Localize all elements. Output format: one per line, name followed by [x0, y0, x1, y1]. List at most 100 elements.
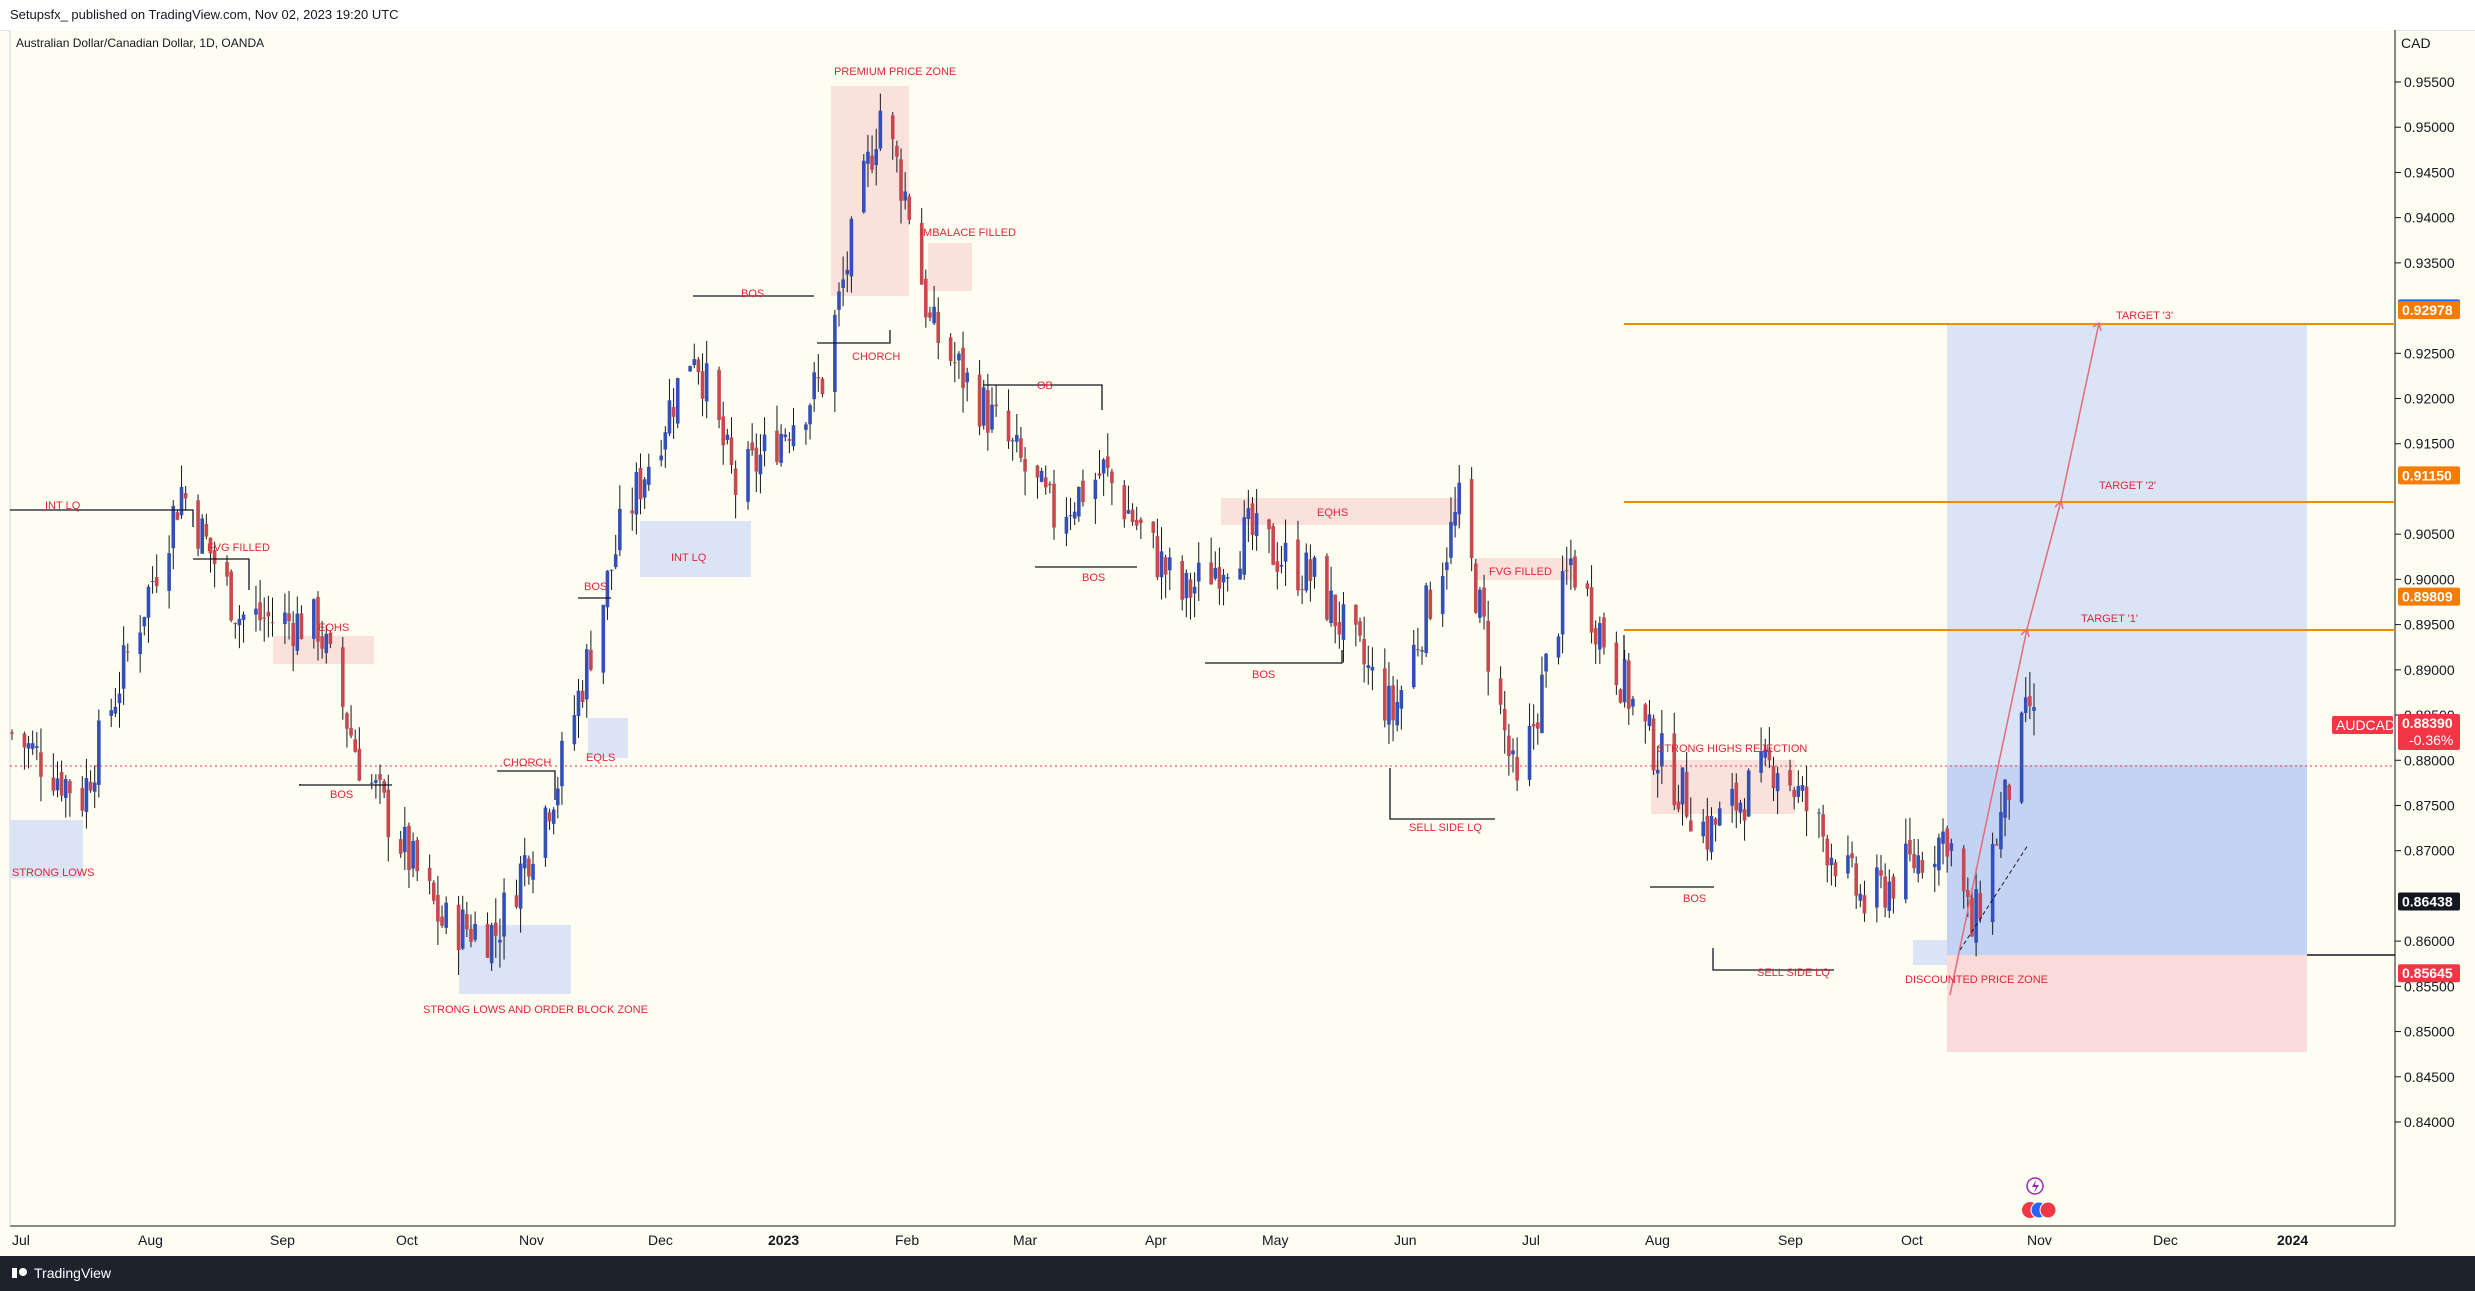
candle-body: [1052, 483, 1056, 528]
current-price-tag: [2398, 713, 2460, 750]
candle-body: [1573, 556, 1577, 588]
candle-body: [320, 636, 324, 649]
flag-icon-3[interactable]: [2039, 1201, 2057, 1219]
x-tick-label: Dec: [648, 1232, 673, 1248]
price-axis[interactable]: 0.95500 0.95000 0.94500 0.94000 0.93500 0.925…: [2395, 74, 2455, 1130]
candle-body: [1937, 837, 1941, 871]
candle-body: [1473, 563, 1478, 613]
candle-body: [1395, 702, 1400, 726]
event-icons[interactable]: [2022, 1177, 2057, 1219]
publisher-text: Setupsfx_ published on TradingView.com, …: [10, 7, 399, 22]
candle-body: [1267, 519, 1271, 530]
candle-body: [146, 586, 151, 618]
candle-body: [994, 404, 998, 407]
currency-label: CAD: [2401, 35, 2431, 51]
candle-body: [1428, 589, 1433, 619]
candle-body: [1846, 855, 1850, 874]
candle-body: [1672, 733, 1677, 806]
candle-body: [80, 788, 85, 811]
candle-body: [258, 602, 262, 621]
candle-body: [1184, 572, 1189, 599]
candle-body: [1225, 577, 1230, 579]
label-discounted-zone: DISCOUNTED PRICE ZONE: [1905, 974, 2048, 986]
candle-body: [1329, 590, 1333, 623]
candle-body: [502, 892, 506, 937]
candle-body: [121, 645, 126, 689]
candle-body: [1598, 623, 1602, 650]
candle-body: [556, 788, 560, 806]
candle-body: [783, 434, 788, 438]
candle-body: [229, 571, 233, 621]
price-tag-text: 0.92978: [2402, 302, 2453, 318]
candle-body: [717, 369, 721, 420]
candle-body: [204, 524, 209, 537]
candle-body: [1974, 889, 1978, 943]
candle-body: [1908, 839, 1912, 855]
tradingview-brand[interactable]: TradingView: [12, 1265, 111, 1281]
candle-body: [833, 314, 837, 393]
candle-body: [589, 649, 593, 670]
x-tick-label: Apr: [1145, 1232, 1167, 1248]
sell-side-line-2: [1712, 948, 1834, 971]
candle-body: [1701, 821, 1706, 837]
candle-body: [1829, 857, 1834, 866]
candle-body: [1238, 568, 1242, 580]
candle-body: [754, 447, 759, 472]
candle-body: [142, 616, 147, 627]
x-tick-label: Nov: [2027, 1232, 2052, 1248]
candle-body: [1341, 604, 1346, 640]
candle-body: [986, 390, 990, 433]
candle-body: [1325, 556, 1329, 620]
candle-body: [1763, 749, 1768, 758]
arrow-head-3: [2092, 321, 2102, 332]
candle-body: [179, 486, 184, 516]
candle-body: [1159, 551, 1164, 578]
x-tick-label: Oct: [1901, 1232, 1923, 1248]
candle-body: [498, 939, 502, 943]
candle-body: [820, 378, 825, 395]
candle-body: [1618, 689, 1623, 703]
candle-body: [1560, 571, 1565, 635]
x-tick-label: Jul: [12, 1232, 30, 1248]
candle-body: [1358, 621, 1362, 636]
candle-body: [1738, 802, 1743, 813]
label-target-3: TARGET '3': [2116, 310, 2173, 322]
candle-body: [374, 780, 378, 783]
candle-body: [233, 623, 238, 625]
candle-body: [1990, 843, 1995, 923]
sell-side-line-1: [1389, 768, 1495, 820]
candle-body: [171, 505, 176, 549]
candle-body: [1680, 767, 1685, 805]
candle-body: [378, 774, 382, 780]
candle-body: [919, 222, 924, 285]
candle-body: [1449, 521, 1453, 558]
chart[interactable]: INT LQ FVG FILLED EQHS BOS STRONG LOWS C…: [0, 30, 2475, 1256]
time-axis[interactable]: Jul Aug Sep Oct Nov Dec 2023 Feb Mar Apr May Jun Jul…: [12, 1232, 2308, 1248]
imbalance-box: [928, 243, 972, 291]
label-ob: OB: [1037, 380, 1053, 392]
candle-body: [601, 604, 606, 673]
label-strong-highs-rejection: STRONG HIGHS REJECTION: [1657, 743, 1807, 755]
candle-body: [324, 633, 329, 654]
fvg-box-2: [1476, 558, 1574, 580]
candle-body: [1833, 862, 1838, 877]
current-price-text: 0.88390: [2402, 715, 2453, 731]
candle-body: [729, 437, 734, 466]
candle-body: [1440, 576, 1445, 614]
candle-body: [804, 424, 808, 430]
candle-body: [692, 359, 697, 366]
candle-body: [1767, 749, 1772, 761]
candle-body: [1110, 471, 1114, 484]
candle-body: [1961, 848, 1966, 892]
candle-body: [671, 406, 676, 417]
y-tick-label: 0.86000: [2404, 933, 2455, 949]
candle-body: [1019, 438, 1023, 458]
candle-body: [1424, 585, 1428, 654]
candle-body: [514, 895, 519, 907]
candle-body: [990, 404, 994, 430]
candle-body: [1527, 725, 1532, 780]
candle-body: [630, 510, 635, 514]
candle-body: [254, 608, 258, 615]
candle-body: [1589, 587, 1594, 633]
candle-body: [1746, 770, 1751, 817]
